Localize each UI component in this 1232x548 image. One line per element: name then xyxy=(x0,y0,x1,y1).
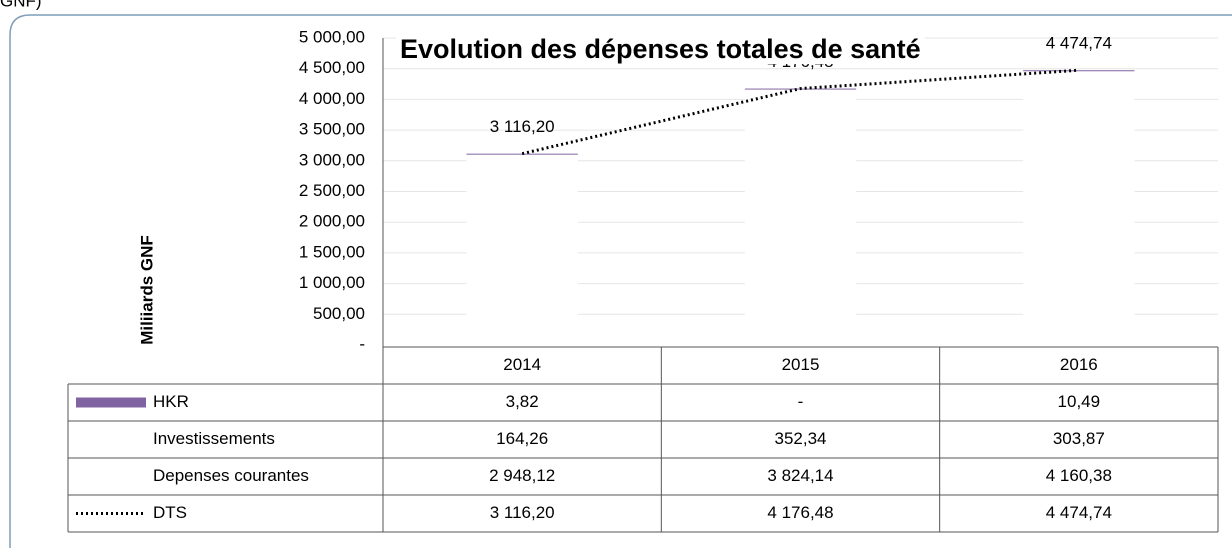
legend-key xyxy=(76,471,146,482)
legend-label: Investissements xyxy=(153,429,275,448)
table-cell: 3 116,20 xyxy=(490,503,555,522)
y-axis-label: Miliiards GNF xyxy=(137,235,156,345)
y-tick-label: 2 000,00 xyxy=(299,212,365,231)
table-cell: 4 176,48 xyxy=(767,503,833,522)
bar-segment xyxy=(1023,89,1135,345)
table-cell: 3 824,14 xyxy=(767,466,833,485)
legend-key xyxy=(76,434,146,445)
legend-key xyxy=(76,397,146,408)
table-cell: 4 160,38 xyxy=(1046,466,1112,485)
bar-segment xyxy=(466,153,578,155)
table-cell: 303,87 xyxy=(1053,429,1105,448)
table-cell: 164,26 xyxy=(496,429,548,448)
data-label: 4 474,74 xyxy=(1046,34,1112,53)
y-tick-label: 1 500,00 xyxy=(299,242,365,261)
legend-label: DTS xyxy=(153,503,187,522)
table-cell: 3,82 xyxy=(506,392,539,411)
y-tick-label: 3 000,00 xyxy=(299,150,365,169)
bar-segment xyxy=(744,110,857,345)
y-tick-label: 2 500,00 xyxy=(299,181,365,200)
bar-segment xyxy=(466,163,578,345)
y-tick-label: 3 500,00 xyxy=(299,120,365,139)
bar-segment xyxy=(1023,70,1135,90)
bar-segment xyxy=(744,88,857,111)
chart-title: Evolution des dépenses totales de santé xyxy=(400,34,921,64)
x-tick-label: 2015 xyxy=(782,355,820,374)
y-tick-label: 1 000,00 xyxy=(299,273,365,292)
y-tick-label: - xyxy=(359,334,365,353)
table-cell: 352,34 xyxy=(775,429,827,448)
line-series xyxy=(521,68,1079,156)
caption: GNF) xyxy=(0,0,42,10)
x-tick-label: 2016 xyxy=(1060,355,1098,374)
y-tick-label: 4 500,00 xyxy=(299,58,365,77)
table-cell: 10,49 xyxy=(1058,392,1101,411)
legend-label: HKR xyxy=(153,392,189,411)
bar-segment xyxy=(1023,70,1135,72)
y-tick-label: 4 000,00 xyxy=(299,89,365,108)
table-cell: - xyxy=(798,392,804,411)
title-background xyxy=(396,34,925,65)
table-cell: 2 948,12 xyxy=(489,466,555,485)
data-label: 3 116,20 xyxy=(490,117,555,136)
table-cell: 4 474,74 xyxy=(1046,503,1112,522)
bar-segment xyxy=(466,153,578,164)
frame xyxy=(9,14,1232,548)
y-tick-label: 5 000,00 xyxy=(299,27,365,46)
legend-label: Depenses courantes xyxy=(153,466,309,485)
y-tick-label: 500,00 xyxy=(313,304,365,323)
x-tick-label: 2014 xyxy=(503,355,541,374)
